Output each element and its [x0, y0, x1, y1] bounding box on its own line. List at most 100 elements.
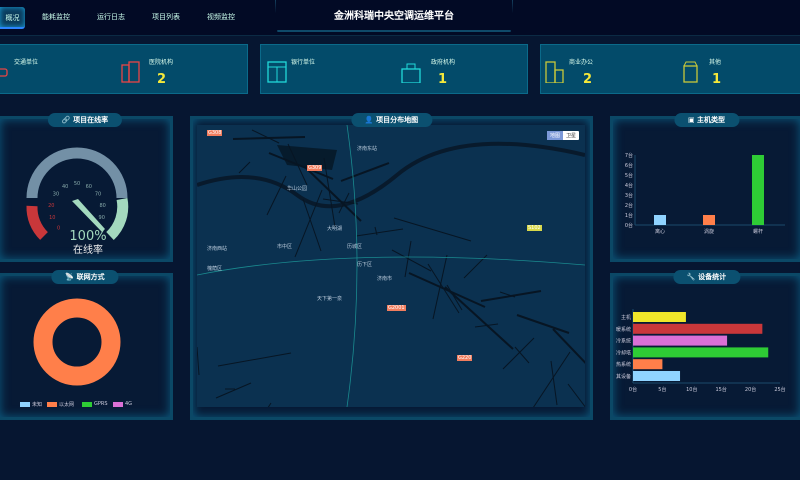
map-label: 天下第一泉	[317, 296, 343, 302]
map-label: G309	[307, 165, 323, 171]
gauge-tick-label: 80	[99, 203, 105, 209]
antenna-icon: 📡	[65, 273, 77, 281]
tab-energy[interactable]: 能耗监控	[42, 13, 70, 21]
legend-item[interactable]: GPRS	[82, 401, 108, 407]
stat-card: 交通单位 医院机构 2	[0, 44, 248, 94]
map-roads	[197, 125, 585, 407]
government-building-icon	[401, 63, 421, 83]
x-tick-label: 15台	[716, 386, 727, 393]
y-tick-label: 热系统	[616, 361, 631, 368]
stat-label: 银行单位	[291, 59, 316, 66]
y-tick-label: 1台	[625, 212, 633, 219]
map-label: 济南西站	[207, 246, 228, 252]
stat-label: 医院机构	[149, 59, 174, 66]
y-tick-label: 4台	[625, 182, 633, 189]
map-mode-button[interactable]: 地图	[546, 131, 563, 140]
panel-title: 👤 项目分布地图	[350, 113, 433, 127]
tab-video[interactable]: 视频监控	[207, 13, 235, 21]
panel-title: 🔗 项目在线率	[47, 113, 123, 127]
y-tick-label: 6台	[625, 162, 633, 169]
map-label: G2001	[387, 305, 406, 311]
y-tick-label: 冷系统	[616, 338, 631, 345]
network-panel: 📡 联网方式 未知 以太网 GPRS 4G	[0, 270, 173, 420]
map-label: 华山公园	[287, 186, 308, 192]
bar	[633, 335, 728, 346]
x-tick-label: 离心	[655, 228, 665, 235]
y-tick-label: 5台	[625, 172, 633, 179]
satellite-mode-button[interactable]: 卫星	[565, 133, 576, 139]
map-panel: 👤 项目分布地图 地图 卫星 G308 G309 G220 济南东站华山公园天下第一泉…	[190, 113, 593, 420]
gauge-needle	[72, 199, 105, 232]
x-tick-label: 0台	[629, 386, 637, 393]
map-label: 市中区	[277, 244, 293, 250]
map-label: S102	[527, 225, 542, 231]
gauge-grey-band	[26, 147, 128, 199]
hospital-icon	[121, 61, 140, 83]
user-icon: 👤	[364, 116, 377, 124]
stat-card: 商业办公 2 其他 1	[540, 44, 800, 94]
panel-title: ▣ 主机类型	[673, 113, 740, 127]
stat-value: 2	[583, 72, 593, 87]
map-label: G220	[457, 355, 473, 361]
tab-overview[interactable]: 概况	[0, 7, 25, 29]
y-tick-label: 冷却塔	[616, 349, 631, 356]
wrench-icon: 🔧	[686, 273, 699, 281]
gauge-tick-label: 40	[62, 184, 68, 190]
x-tick-label: 5台	[658, 386, 666, 393]
gauge-tick-label: 30	[53, 192, 59, 198]
stat-label: 其他	[709, 59, 722, 66]
y-tick-label: 暖系统	[616, 326, 631, 333]
stat-value: 1	[438, 72, 448, 87]
link-icon: 🔗	[61, 116, 74, 124]
y-tick-label: 其设备	[616, 373, 631, 380]
map-label: 济南市	[377, 276, 393, 282]
gauge-tick-label: 20	[48, 203, 54, 209]
gauge-red-band	[26, 205, 49, 240]
bar	[633, 312, 686, 322]
legend-item[interactable]: 4G	[113, 401, 132, 407]
device-stats-panel: 🔧 设备统计 0台 5台 10台 15台 20台 25台 主机 暖系统 冷系统 冷却塔 热系统 其设备	[610, 270, 800, 420]
map-label: 大明湖	[327, 226, 343, 232]
gauge-tick-label: 60	[86, 184, 92, 190]
map-label: G308	[207, 130, 223, 136]
stat-label: 商业办公	[569, 59, 594, 66]
panel-title: 🔧 设备统计	[672, 270, 741, 284]
bar	[633, 371, 681, 381]
stat-label: 政府机构	[431, 59, 456, 66]
gauge-tick-label: 70	[95, 192, 101, 198]
map-label: 历下区	[357, 262, 373, 268]
gauge-green-band	[106, 197, 129, 241]
x-tick-label: 25台	[774, 386, 785, 393]
map-label: 济南东站	[357, 146, 378, 152]
host-type-panel: ▣ 主机类型 0台 1台 2台 3台 4台 5台 6台 7台 离心 涡旋 螺杆	[610, 113, 800, 262]
other-building-icon	[683, 61, 698, 83]
bar	[633, 347, 769, 358]
top-bar: 概况 能耗监控 运行日志 项目列表 视频监控 金洲科瑞中央空调运维平台	[0, 0, 800, 36]
map-view[interactable]: 地图 卫星 G308 G309 G220 济南东站 华山公园 天下第一泉 槐荫区 市中区 历城区…	[197, 125, 585, 407]
panel-title: 📡 联网方式	[51, 270, 119, 284]
bar	[703, 215, 715, 225]
office-building-icon	[545, 61, 564, 83]
y-tick-label: 7台	[625, 152, 633, 159]
tab-projects[interactable]: 项目列表	[152, 13, 180, 21]
network-donut	[33, 298, 121, 386]
stat-label: 交通单位	[14, 59, 39, 66]
bar	[633, 323, 763, 334]
y-tick-label: 2台	[625, 202, 633, 209]
y-tick-label: 0台	[625, 222, 633, 229]
legend-item[interactable]: 以太网	[47, 401, 74, 408]
x-tick-label: 螺杆	[753, 228, 763, 235]
bank-icon	[267, 61, 287, 83]
x-tick-label: 10台	[686, 386, 697, 393]
legend-item[interactable]: 未知	[20, 401, 42, 408]
x-tick-label: 20台	[745, 386, 756, 393]
gauge-tick-label: 0	[57, 225, 60, 231]
stat-value: 1	[712, 72, 722, 87]
tab-logs[interactable]: 运行日志	[97, 13, 125, 21]
map-type-switch: 地图 卫星	[546, 131, 579, 140]
chart-icon: ▣	[687, 116, 698, 124]
bar	[654, 215, 666, 225]
gauge-tick-label: 50	[74, 181, 80, 187]
